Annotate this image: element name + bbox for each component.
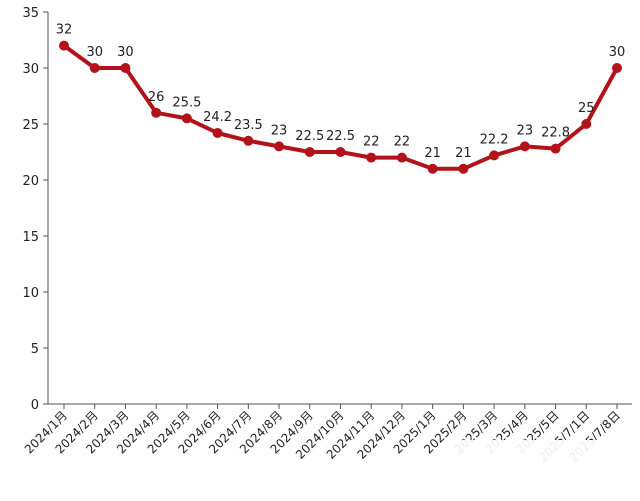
data-point xyxy=(366,152,377,163)
data-labels: 32 30 30 26 25.524.223.5 23 22.5 22.5 22 22 21 21 22… xyxy=(56,23,626,161)
y-tick-label: 5 xyxy=(31,342,39,357)
data-label: 30 xyxy=(609,45,626,60)
data-label: 22 xyxy=(363,135,380,150)
data-point xyxy=(181,113,192,124)
watermark-overlay xyxy=(442,440,602,466)
data-label: 23 xyxy=(271,123,288,138)
data-label: 26 xyxy=(148,90,165,105)
data-label: 22.5 xyxy=(295,129,324,144)
data-point xyxy=(550,143,561,154)
data-label: 30 xyxy=(117,45,134,60)
y-tick-label: 35 xyxy=(22,6,39,21)
data-label: 32 xyxy=(56,23,73,38)
data-point xyxy=(396,152,407,163)
data-label: 22 xyxy=(394,135,411,150)
data-label: 25 xyxy=(578,101,595,116)
y-tick-label: 15 xyxy=(22,230,39,245)
data-point xyxy=(151,107,162,118)
y-tick-label: 30 xyxy=(22,62,39,77)
data-point xyxy=(427,163,438,174)
series-group xyxy=(59,40,622,174)
data-label: 21 xyxy=(455,146,472,161)
data-label: 22.8 xyxy=(541,126,570,141)
data-label: 25.5 xyxy=(172,95,201,110)
data-point xyxy=(89,63,100,73)
data-point xyxy=(59,40,69,51)
data-label: 21 xyxy=(424,146,441,161)
data-label: 22.2 xyxy=(480,132,509,147)
y-tick-label: 0 xyxy=(31,398,39,413)
y-tick-label: 20 xyxy=(22,174,39,189)
data-point xyxy=(120,63,131,73)
data-label: 23.5 xyxy=(234,118,263,133)
y-tick-label: 10 xyxy=(22,286,39,301)
data-point xyxy=(489,150,500,161)
y-tick-label: 25 xyxy=(22,118,39,133)
data-point xyxy=(243,135,254,146)
data-point xyxy=(458,163,469,174)
data-point xyxy=(612,63,622,73)
data-point xyxy=(581,119,592,129)
data-point xyxy=(304,147,315,157)
data-label: 22.5 xyxy=(326,129,355,144)
data-label: 23 xyxy=(517,123,534,138)
data-point xyxy=(335,147,346,157)
data-point xyxy=(212,127,223,138)
data-label: 30 xyxy=(86,45,103,60)
data-label: 24.2 xyxy=(203,110,232,125)
data-point xyxy=(519,141,530,152)
y-axis: 0 5 10 15 20 25 30 35 xyxy=(22,6,49,413)
data-point xyxy=(274,141,285,152)
